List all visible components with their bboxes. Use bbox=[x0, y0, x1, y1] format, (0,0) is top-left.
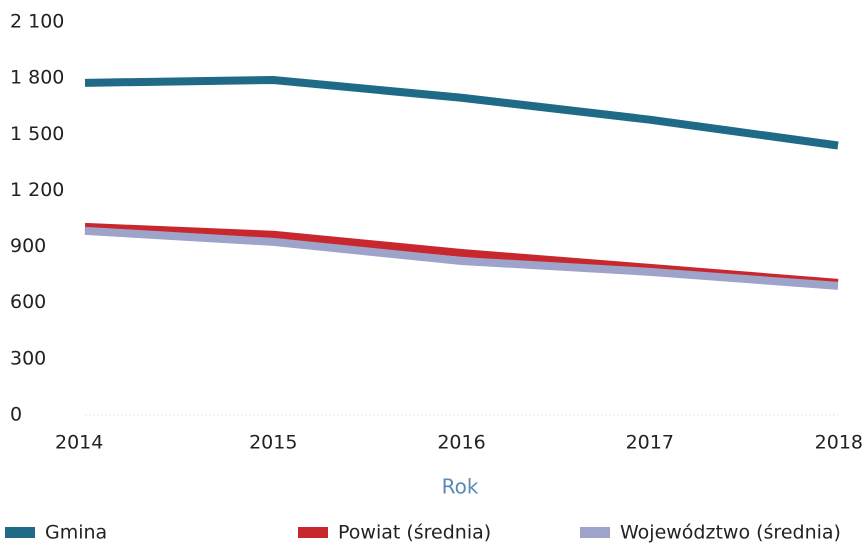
legend-swatch bbox=[298, 527, 328, 538]
x-tick-label: 2014 bbox=[55, 432, 103, 454]
x-tick-label: 2018 bbox=[815, 432, 863, 454]
y-tick-label: 0 bbox=[10, 404, 22, 426]
legend-swatch bbox=[580, 527, 610, 538]
x-tick-label: 2015 bbox=[249, 432, 297, 454]
y-tick-label: 1 200 bbox=[10, 179, 64, 201]
series-line bbox=[84, 76, 839, 150]
x-tick-label: 2017 bbox=[626, 432, 674, 454]
legend-label: Województwo (średnia) bbox=[620, 522, 841, 544]
legend-label: Gmina bbox=[45, 522, 107, 544]
y-tick-label: 2 100 bbox=[10, 11, 64, 33]
series-line bbox=[84, 226, 839, 290]
x-axis-label: Rok bbox=[442, 475, 479, 499]
y-tick-label: 1 500 bbox=[10, 123, 64, 145]
y-tick-label: 1 800 bbox=[10, 67, 64, 89]
y-tick-label: 300 bbox=[10, 347, 46, 369]
y-tick-label: 900 bbox=[10, 235, 46, 257]
x-tick-label: 2016 bbox=[437, 432, 485, 454]
legend-label: Powiat (średnia) bbox=[338, 522, 491, 544]
legend-swatch bbox=[5, 527, 35, 538]
y-tick-label: 600 bbox=[10, 291, 46, 313]
